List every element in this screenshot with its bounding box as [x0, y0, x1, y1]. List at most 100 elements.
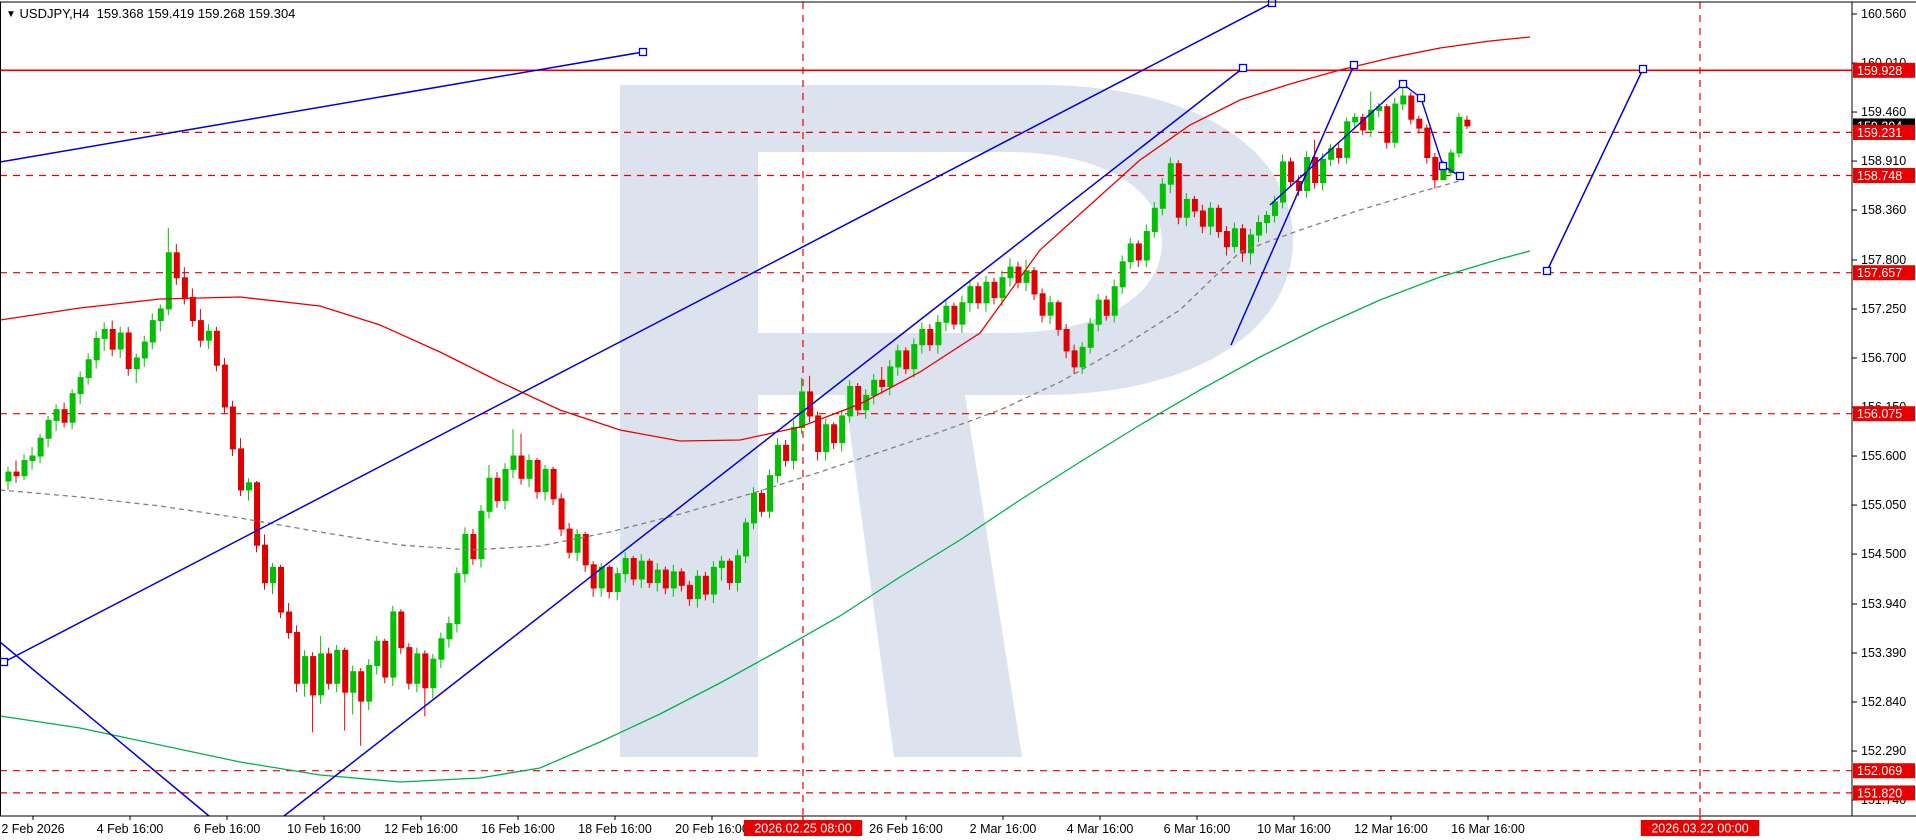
channel-line-segment[interactable]: [283, 67, 1244, 817]
lower-left-line[interactable]: [0, 641, 210, 817]
candle-body: [1215, 207, 1222, 233]
forecast-line-segment[interactable]: [1546, 68, 1644, 272]
candle: [238, 438, 244, 497]
candle-body: [318, 653, 325, 696]
candle-body: [1023, 270, 1030, 283]
price-tick-label: 153.390: [1861, 646, 1906, 660]
candle: [254, 481, 260, 553]
candle: [45, 415, 52, 448]
candle: [37, 433, 44, 464]
candle: [1055, 300, 1062, 336]
trendline-handle[interactable]: [0, 657, 9, 667]
trendline-handle[interactable]: [1398, 79, 1408, 89]
candle: [967, 279, 974, 312]
candle-body: [61, 409, 68, 423]
candle-body: [262, 544, 268, 584]
trendline-handle[interactable]: [1638, 64, 1648, 74]
time-tick-label: 6 Feb 16:00: [194, 822, 261, 836]
candle-body: [278, 566, 284, 613]
candle-body: [943, 305, 950, 323]
candle-body: [694, 575, 701, 600]
candle-body: [927, 329, 934, 346]
candle-body: [1248, 234, 1254, 254]
candle: [350, 665, 357, 715]
candle: [77, 371, 84, 405]
candles-layer: [5, 84, 1471, 746]
level-price-badge: 151.820: [1853, 785, 1915, 801]
trendline-handle[interactable]: [638, 47, 648, 57]
candle-body: [85, 359, 92, 379]
candle: [1215, 204, 1222, 238]
time-tick-label: 10 Feb 16:00: [287, 822, 361, 836]
time-axis[interactable]: 2 Feb 2026 4 Feb 16:00 6 Feb 16:00 10 Feb 1…: [1, 816, 1760, 836]
candle: [1416, 115, 1423, 134]
zigzag-polyline[interactable]: [1269, 79, 1465, 206]
candle-body: [5, 471, 12, 482]
candle: [831, 422, 838, 449]
level-price-badge-value: 152.069: [1857, 764, 1902, 778]
candle-body: [1199, 210, 1206, 227]
symbol-dropdown-icon[interactable]: ▼: [6, 9, 16, 20]
candle: [638, 554, 645, 588]
candle: [1071, 344, 1078, 374]
trendline-handle[interactable]: [1267, 0, 1277, 8]
candle: [246, 478, 252, 501]
candle-body: [45, 419, 52, 439]
candle-body: [1400, 95, 1407, 105]
candle: [53, 404, 60, 432]
vertical-time-badge-label: 2026.03.22 00:00: [1651, 822, 1748, 836]
candle: [959, 295, 966, 333]
candle-body: [815, 415, 822, 452]
level-price-badge-bg: [1853, 265, 1915, 281]
trendline-handle[interactable]: [1438, 161, 1448, 171]
lower-left-line-segment[interactable]: [0, 641, 210, 817]
main-uptrend-line-segment[interactable]: [3, 2, 1273, 663]
candle: [662, 566, 669, 595]
trendline-handle[interactable]: [1349, 60, 1359, 70]
candle: [1336, 142, 1343, 164]
candle-body: [101, 329, 108, 339]
candle: [1031, 267, 1038, 301]
candle-body: [1352, 116, 1359, 123]
level-price-badge-bg: [1853, 124, 1915, 140]
candle-body: [1344, 121, 1351, 158]
candle: [486, 464, 493, 519]
candle-body: [157, 308, 164, 322]
trendline-handle[interactable]: [1455, 171, 1465, 181]
price-tick-label: 153.940: [1861, 597, 1906, 611]
candle-body: [726, 560, 733, 584]
steep-line[interactable]: [1230, 60, 1359, 346]
channel-line[interactable]: [283, 63, 1248, 817]
trendline-handle[interactable]: [1238, 63, 1248, 73]
price-tick-label: 157.250: [1861, 302, 1906, 316]
trendline-handle[interactable]: [1542, 266, 1552, 276]
forecast-line[interactable]: [1542, 64, 1648, 276]
candle-body: [775, 444, 781, 477]
price-tick-label: 157.800: [1861, 253, 1906, 267]
candle-body: [366, 665, 373, 702]
candle-body: [919, 329, 926, 346]
candle: [69, 389, 76, 430]
price-tick-label: 158.360: [1861, 203, 1906, 217]
candle: [1167, 157, 1174, 194]
candle: [382, 638, 389, 684]
steep-line-segment[interactable]: [1230, 64, 1355, 346]
upper-left-line[interactable]: [0, 47, 648, 163]
candle: [654, 563, 661, 592]
candle: [109, 320, 116, 357]
candle: [5, 466, 12, 490]
level-price-badge-value: 159.231: [1857, 126, 1902, 140]
candle: [574, 529, 581, 562]
trendline-handle[interactable]: [1416, 93, 1426, 103]
level-price-badge-value: 157.657: [1857, 266, 1902, 280]
candle: [1199, 204, 1206, 234]
candle: [1256, 215, 1262, 243]
candle: [1015, 261, 1022, 289]
candle-body: [622, 558, 629, 575]
upper-left-line-segment[interactable]: [0, 51, 644, 163]
level-price-badge-value: 159.928: [1857, 64, 1902, 78]
candle: [927, 324, 934, 351]
candle: [1248, 228, 1254, 265]
